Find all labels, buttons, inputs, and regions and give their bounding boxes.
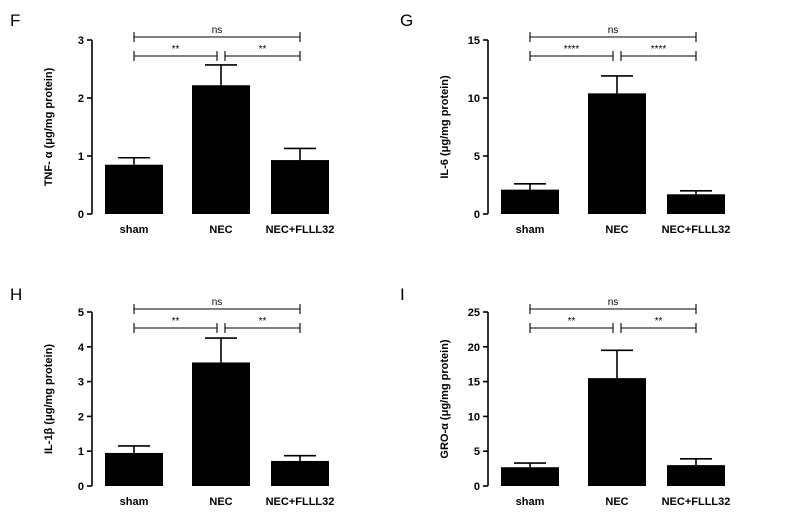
significance-label: ns	[608, 25, 619, 36]
category-label: NEC	[209, 496, 232, 508]
y-tick-label: 10	[468, 411, 480, 423]
category-label: sham	[120, 224, 149, 236]
y-tick-label: 10	[468, 93, 480, 105]
panel-letter: F	[10, 11, 20, 30]
chart-panel-i: I 0 5 10 15 20 25 GRO-α (μg/mg protein) sham NEC N…	[400, 285, 730, 508]
significance-label: ****	[564, 44, 580, 55]
significance-label: ns	[212, 297, 223, 308]
category-label: sham	[516, 224, 545, 236]
y-axis-label: IL-6 (μg/mg protein)	[439, 75, 451, 179]
significance-label: ****	[651, 44, 667, 55]
y-tick-label: 5	[474, 446, 480, 458]
y-tick-label: 1	[78, 151, 84, 163]
y-tick-label: 0	[474, 481, 480, 493]
significance-label: **	[259, 44, 267, 55]
significance-label: **	[172, 44, 180, 55]
y-tick-label: 0	[78, 481, 84, 493]
category-label: NEC+FLLL32	[662, 224, 731, 236]
bar-1	[192, 85, 250, 215]
y-tick-label: 20	[468, 342, 480, 354]
category-label: NEC+FLLL32	[266, 496, 335, 508]
bar-1	[588, 378, 646, 486]
significance-label: **	[568, 316, 576, 327]
category-label: NEC+FLLL32	[266, 224, 335, 236]
significance-label: **	[172, 316, 180, 327]
chart-panel-g: G 0 5 10 15 IL-6 (μg/mg protein) sham NEC NEC+FL…	[400, 11, 730, 236]
category-label: NEC+FLLL32	[662, 496, 731, 508]
bar-0	[105, 164, 163, 214]
category-label: sham	[120, 496, 149, 508]
bar-0	[105, 452, 163, 486]
y-axis-label: IL-1β (μg/mg protein)	[43, 344, 55, 454]
y-tick-label: 15	[468, 35, 480, 47]
chart-panel-f: F 0 1 2 3 TNF- α (μg/mg protein) sham NEC NEC+FL…	[10, 11, 334, 236]
bar-2	[271, 160, 329, 214]
y-tick-label: 5	[78, 307, 84, 319]
bar-0	[501, 467, 559, 486]
y-tick-label: 25	[468, 307, 480, 319]
significance-label: ns	[212, 25, 223, 36]
chart-panel-h: H 0 1 2 3 4 5 IL-1β (μg/mg protein) sham NEC NEC+F…	[10, 285, 334, 508]
significance-label: **	[259, 316, 267, 327]
significance-label: ns	[608, 297, 619, 308]
y-axis-label: TNF- α (μg/mg protein)	[43, 67, 55, 186]
y-axis-label: GRO-α (μg/mg protein)	[439, 339, 451, 459]
y-tick-label: 2	[78, 93, 84, 105]
y-tick-label: 1	[78, 446, 84, 458]
panel-letter: I	[400, 285, 405, 304]
significance-label: **	[655, 316, 663, 327]
bar-2	[667, 465, 725, 486]
category-label: NEC	[605, 496, 628, 508]
bar-1	[588, 93, 646, 214]
category-label: NEC	[605, 224, 628, 236]
bar-1	[192, 362, 250, 486]
y-tick-label: 15	[468, 377, 480, 389]
y-tick-label: 0	[78, 209, 84, 221]
bar-0	[501, 189, 559, 214]
category-label: sham	[516, 496, 545, 508]
y-tick-label: 2	[78, 411, 84, 423]
panel-letter: H	[10, 285, 22, 304]
category-label: NEC	[209, 224, 232, 236]
y-tick-label: 4	[78, 342, 85, 354]
panel-letter: G	[400, 11, 413, 30]
y-tick-label: 0	[474, 209, 480, 221]
y-tick-label: 3	[78, 35, 84, 47]
y-tick-label: 3	[78, 377, 84, 389]
bar-2	[271, 460, 329, 486]
bar-2	[667, 194, 725, 214]
y-tick-label: 5	[474, 151, 480, 163]
